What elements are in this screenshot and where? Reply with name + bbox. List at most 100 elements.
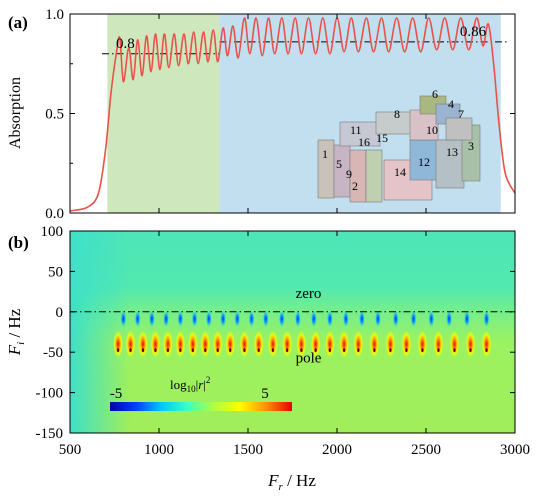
- pole-core: [116, 348, 120, 353]
- xtick-label: 2500: [411, 442, 441, 458]
- xtick-label: 1000: [144, 442, 174, 458]
- pole-mark: [296, 330, 307, 359]
- pole-core: [300, 348, 303, 353]
- pole-core: [229, 348, 232, 353]
- zero-mark: [410, 309, 417, 328]
- pole-mark: [225, 330, 236, 359]
- pole-core: [179, 348, 182, 353]
- colorbar-min-label: -5: [110, 386, 123, 402]
- pole-core: [405, 348, 408, 353]
- zero-mark: [262, 309, 269, 328]
- pole-mark: [267, 330, 278, 359]
- pole-core: [257, 348, 260, 353]
- pole-mark: [385, 330, 396, 359]
- pole-mark: [125, 330, 136, 359]
- pole-core: [453, 348, 456, 353]
- pole-core: [154, 348, 157, 353]
- inset-label: 7: [458, 107, 464, 121]
- pole-mark: [339, 330, 350, 359]
- y-axis-label-a: Absorption: [7, 77, 24, 149]
- pole-core: [271, 348, 275, 353]
- inset-label: 16: [358, 135, 370, 149]
- colorbar: [110, 402, 292, 411]
- ytick-label-a: 0.5: [45, 107, 64, 123]
- pole-mark: [481, 330, 492, 359]
- pole-mark: [175, 330, 186, 359]
- panel-label-a: (a): [8, 13, 28, 32]
- zero-mark: [374, 309, 382, 328]
- ytick-label-b: -150: [36, 426, 64, 442]
- zero-mark: [191, 309, 198, 328]
- heatmap-marks: [113, 309, 492, 359]
- ytick-label-b: 100: [41, 224, 64, 240]
- xtick-label: 2000: [322, 442, 352, 458]
- ytick-label-a: 1.0: [45, 7, 64, 23]
- inset-block: [339, 121, 381, 147]
- pole-core: [243, 348, 246, 353]
- pole-core: [314, 348, 317, 353]
- zero-mark: [294, 309, 302, 328]
- zero-mark: [148, 309, 156, 328]
- zero-mark: [326, 309, 334, 328]
- inset-label: 14: [394, 165, 406, 179]
- inset-label: 3: [468, 139, 474, 153]
- threshold-label-low: 0.8: [116, 36, 135, 52]
- pole-core: [437, 348, 440, 353]
- pole-mark: [200, 330, 211, 359]
- zero-mark: [120, 309, 127, 328]
- ytick-label-b: -100: [36, 386, 64, 402]
- colorbar-max-label: 5: [261, 386, 269, 402]
- threshold-label-high: 0.86: [460, 24, 487, 40]
- pole-core: [129, 348, 132, 353]
- pole-core: [328, 348, 332, 353]
- absorption-curve: [70, 17, 515, 212]
- zero-mark: [310, 309, 318, 328]
- pole-mark: [353, 330, 364, 359]
- pole-mark: [324, 330, 335, 359]
- zero-mark: [278, 309, 286, 328]
- pole-mark: [465, 330, 476, 359]
- panel-label-b: (b): [8, 233, 29, 252]
- zero-mark: [392, 309, 399, 328]
- annotation-zero: zero: [296, 286, 322, 302]
- pole-mark: [113, 330, 124, 359]
- pole-core: [216, 348, 219, 353]
- inset-label: 2: [352, 179, 358, 193]
- inset-label: 5: [336, 157, 342, 171]
- xtick-label: 1500: [233, 442, 263, 458]
- pole-core: [204, 348, 207, 353]
- inset-label: 11: [350, 123, 362, 137]
- pole-mark: [449, 330, 460, 359]
- pole-core: [141, 348, 145, 353]
- zero-mark: [483, 309, 490, 328]
- zero-mark: [445, 309, 453, 328]
- pole-mark: [212, 330, 223, 359]
- axis-ticks-a: 0.0 0.5 1.0: [45, 7, 516, 222]
- pole-mark: [150, 330, 161, 359]
- pole-mark: [187, 330, 198, 359]
- inset-label: 9: [346, 167, 352, 181]
- zero-mark: [219, 309, 227, 328]
- zero-mark: [234, 309, 241, 328]
- zero-mark: [248, 309, 255, 328]
- ytick-label-b: -50: [43, 345, 63, 361]
- pole-mark: [137, 330, 148, 359]
- inset-label: 8: [394, 107, 400, 121]
- plot-frame-b: [69, 230, 516, 434]
- inset-label: 12: [418, 155, 430, 169]
- pole-mark: [239, 330, 250, 359]
- pole-core: [166, 348, 170, 353]
- pole-mark: [369, 330, 380, 359]
- inset-label: 13: [446, 145, 458, 159]
- zero-mark: [177, 309, 184, 328]
- pole-core: [342, 348, 346, 353]
- inset-block: [349, 149, 367, 203]
- pole-core: [421, 348, 424, 353]
- pole-core: [285, 348, 289, 353]
- inset-label: 6: [432, 87, 438, 101]
- ytick-label-b: 0: [56, 305, 64, 321]
